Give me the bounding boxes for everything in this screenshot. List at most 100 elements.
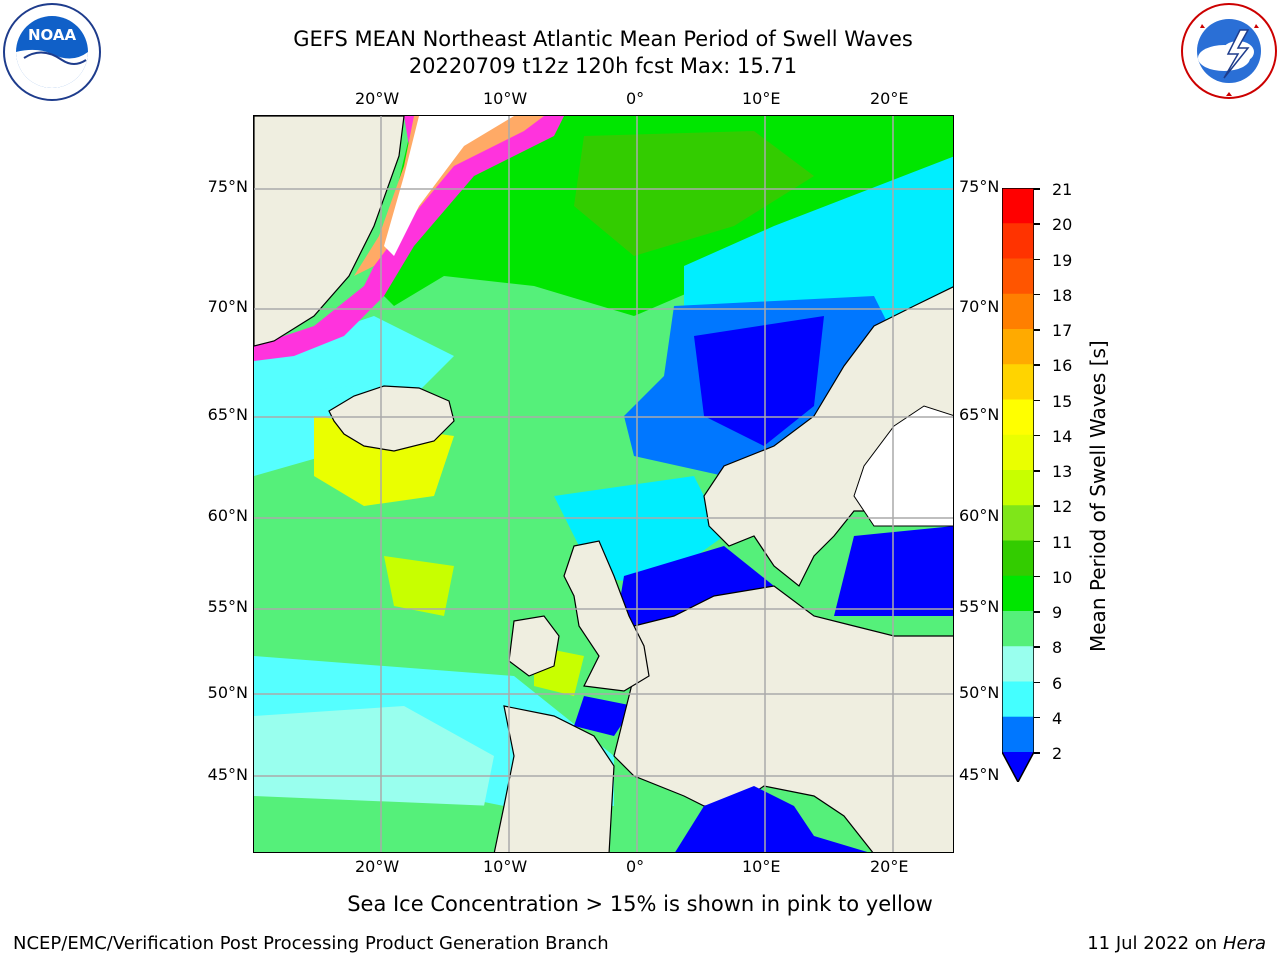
colorbar-tick-label: 11	[1052, 532, 1073, 552]
colorbar-tick-label: 4	[1052, 708, 1063, 728]
colorbar-tick-label: 17	[1052, 321, 1073, 340]
lon-top-10w: 10°W	[483, 89, 528, 108]
colorbar-tick-mark	[1034, 540, 1040, 542]
colorbar-tick-mark	[1034, 611, 1040, 613]
colorbar-segment	[1002, 188, 1034, 224]
baltic-ice-free	[853, 405, 953, 527]
nws-logo	[1180, 2, 1278, 100]
run-date-text: 11 Jul 2022 on	[1087, 933, 1223, 954]
lon-bottom-0: 0°	[626, 857, 645, 876]
colorbar-label: Mean Period of Swell Waves [s]	[1086, 340, 1110, 652]
colorbar-tick-mark	[1034, 716, 1040, 719]
colorbar-segment	[1002, 434, 1034, 471]
colorbar-tick-label: 6	[1052, 673, 1063, 693]
colorbar-tick-label: 13	[1052, 462, 1073, 481]
colorbar-tick-mark	[1034, 223, 1040, 225]
colorbar-segment	[1002, 716, 1034, 752]
chart-title: GEFS MEAN Northeast Atlantic Mean Period…	[293, 27, 913, 51]
noaa-logo-text: NOAA	[28, 26, 77, 44]
colorbar-tick-mark	[1034, 258, 1040, 260]
lat-right-65: 65°N	[959, 405, 1000, 424]
graticule	[254, 116, 953, 852]
lon-top-10e: 10°E	[742, 89, 781, 108]
colorbar-tick-label: 20	[1052, 215, 1073, 235]
colorbar-tick-label: 21	[1052, 180, 1073, 199]
biscay-pale	[254, 706, 494, 816]
colorbar-segment	[1002, 258, 1034, 295]
colorbar-tick-mark	[1034, 505, 1040, 507]
lon-bottom-20w: 20°W	[355, 857, 400, 876]
lat-left-65: 65°N	[207, 405, 248, 424]
lat-left-70: 70°N	[207, 297, 248, 316]
colorbar-tick-mark	[1034, 575, 1040, 578]
mediterranean-blue	[675, 786, 868, 852]
colorbar-segment	[1002, 505, 1034, 541]
lat-right-55: 55°N	[959, 597, 1000, 616]
colorbar-tick-label: 14	[1052, 426, 1073, 446]
lon-bottom-10w: 10°W	[483, 857, 528, 876]
sea-ice-white	[384, 116, 514, 256]
colorbar-tick-label: 2	[1052, 744, 1063, 763]
colorbar-segment	[1002, 364, 1034, 400]
lat-right-70: 70°N	[959, 297, 1000, 316]
land-europe	[613, 585, 953, 852]
colorbar-tick-label: 12	[1052, 497, 1073, 517]
colorbar-scale	[1001, 187, 1035, 784]
channel-deep-blue	[574, 696, 634, 736]
colorbar-tick-label: 16	[1052, 356, 1073, 376]
colorbar-tick-label: 9	[1052, 603, 1063, 622]
colorbar-segment	[1002, 223, 1034, 259]
noaa-logo: NOAA	[2, 2, 102, 102]
colorbar-segment	[1002, 293, 1034, 330]
lat-left-75: 75°N	[207, 177, 248, 196]
sea-ice-pink	[254, 116, 564, 361]
colorbar-tick-mark	[1034, 188, 1040, 190]
producer-credit: NCEP/EMC/Verification Post Processing Pr…	[13, 933, 609, 954]
west-cyan	[254, 386, 354, 476]
colorbar-tick-mark	[1034, 293, 1040, 296]
sea-ice-caption: Sea Ice Concentration > 15% is shown in …	[347, 892, 933, 916]
lat-right-45: 45°N	[959, 765, 1000, 784]
mid-yellow	[384, 556, 454, 616]
lat-left-45: 45°N	[207, 765, 248, 784]
lon-top-0: 0°	[626, 89, 645, 108]
colorbar-tick-mark	[1034, 752, 1040, 754]
colorbar-under-triangle	[1002, 752, 1034, 782]
colorbar-segment	[1002, 399, 1034, 436]
colorbar-segment	[1002, 681, 1034, 718]
colorbar-segment	[1002, 329, 1034, 365]
colorbar-segment	[1002, 540, 1034, 577]
colorbar-outline	[1001, 187, 1035, 784]
lat-left-55: 55°N	[207, 597, 248, 616]
lat-right-75: 75°N	[959, 177, 1000, 196]
land-iberia	[493, 705, 615, 852]
colorbar-tick-label: 15	[1052, 391, 1073, 411]
colorbar-tick-mark	[1034, 470, 1040, 472]
swell-period-map	[254, 116, 953, 852]
lon-top-20w: 20°W	[355, 89, 400, 108]
land-greenland	[254, 116, 405, 347]
colorbar-tick-mark	[1034, 681, 1040, 683]
lat-right-60: 60°N	[959, 506, 1000, 525]
lon-bottom-20e: 20°E	[870, 857, 909, 876]
south-green	[254, 796, 494, 852]
lon-bottom-10e: 10°E	[742, 857, 781, 876]
colorbar-tick-mark	[1034, 399, 1040, 401]
land-iceland	[328, 385, 455, 452]
colorbar	[1001, 187, 1035, 784]
map-panel	[253, 115, 954, 853]
colorbar-segment	[1002, 470, 1034, 506]
land-britain	[563, 540, 650, 692]
colorbar-tick-label: 18	[1052, 285, 1073, 305]
lon-top-20e: 20°E	[870, 89, 909, 108]
chart-subtitle: 20220709 t12z 120h fcst Max: 15.71	[408, 54, 798, 78]
colorbar-tick-mark	[1034, 646, 1040, 648]
colorbar-tick-mark	[1034, 434, 1040, 437]
colorbar-tick-label: 10	[1052, 567, 1073, 587]
colorbar-segment	[1002, 575, 1034, 612]
colorbar-tick-label: 19	[1052, 250, 1073, 270]
colorbar-tick-mark	[1034, 364, 1040, 366]
run-host: Hera	[1222, 933, 1266, 954]
colorbar-segment	[1002, 646, 1034, 682]
barents-cyan	[684, 156, 953, 346]
